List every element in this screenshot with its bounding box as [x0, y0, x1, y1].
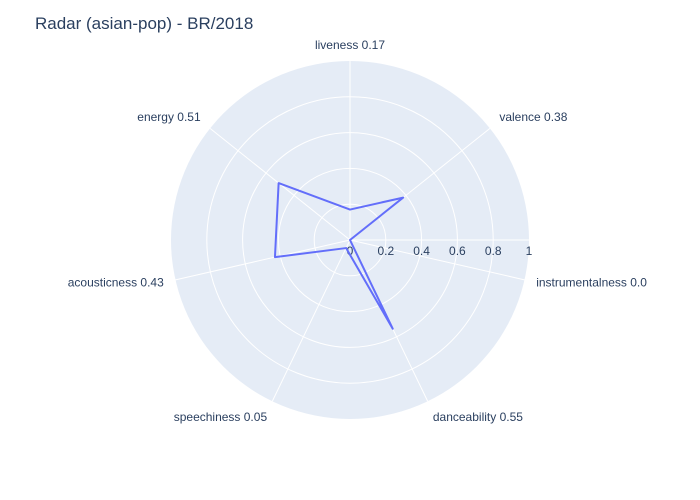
angular-gridline	[349, 239, 525, 281]
series-line	[273, 182, 405, 330]
radial-tick-label: 0.8	[485, 244, 502, 258]
radial-tick-label: 0.6	[449, 244, 466, 258]
category-label: instrumentalness 0.0	[536, 276, 647, 290]
category-label: danceability 0.55	[433, 410, 523, 424]
radial-tick-label: 0.2	[377, 244, 394, 258]
radial-tick-label: 0.4	[413, 244, 430, 258]
angular-gridline	[271, 239, 351, 402]
chart-title: Radar (asian-pop) - BR/2018	[35, 14, 254, 33]
category-label: speechiness 0.05	[174, 410, 268, 424]
category-label: liveness 0.17	[315, 38, 385, 52]
category-label: energy 0.51	[137, 110, 201, 124]
radial-tick-label: 0	[347, 244, 354, 258]
radial-tick-label: 1	[526, 244, 533, 258]
angular-gridline	[175, 239, 351, 281]
category-label: acousticness 0.43	[68, 276, 164, 290]
category-label: valence 0.38	[499, 110, 567, 124]
